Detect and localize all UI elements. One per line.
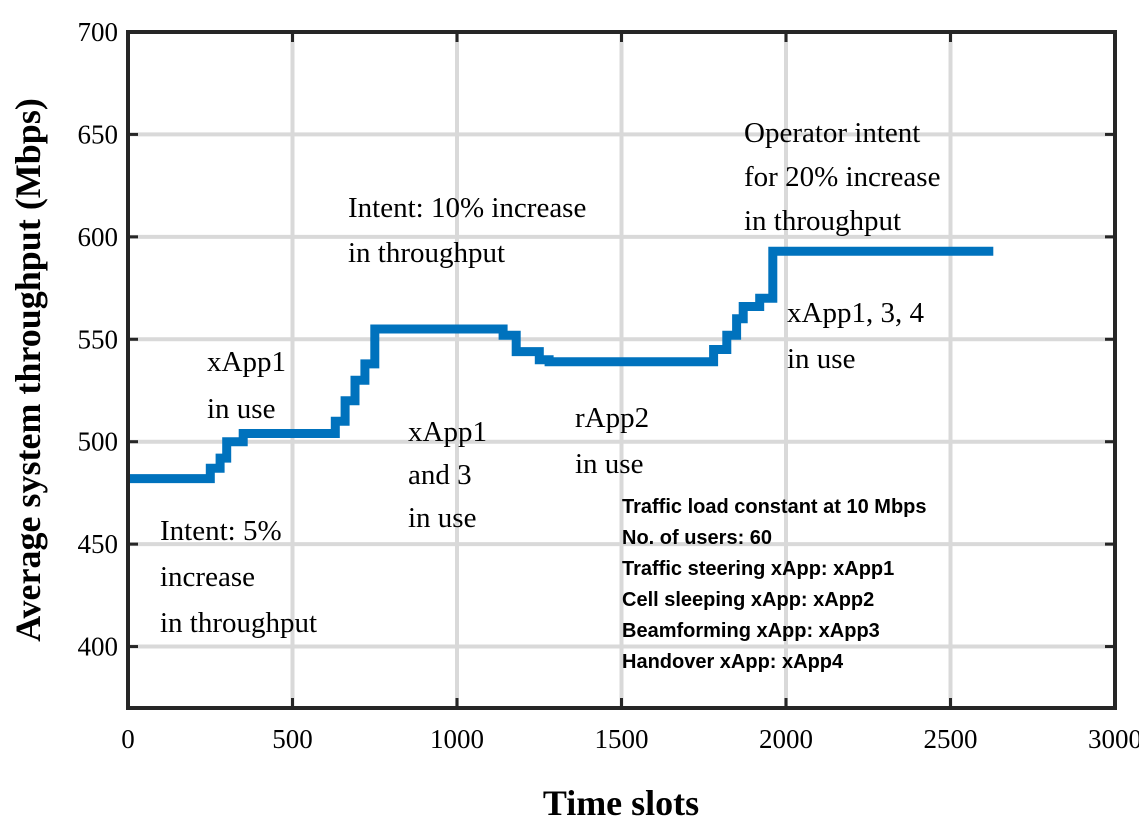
annotation-line: Intent: 10% increase: [348, 192, 586, 224]
annotation-line: in use: [787, 343, 855, 375]
y-tick-label: 450: [78, 529, 119, 559]
annotation-line: and 3: [408, 459, 472, 491]
annotation-line: xApp1: [207, 346, 286, 378]
annotation-line: in throughput: [160, 607, 317, 639]
annotation-line: in use: [575, 448, 643, 480]
annotation-line: in throughput: [744, 205, 901, 237]
y-tick-label: 400: [78, 632, 119, 662]
annotation-rapp2-in-use: rApp2 in use: [575, 402, 656, 480]
x-axis-title: Time slots: [543, 783, 699, 819]
x-tick-label: 2000: [759, 724, 813, 754]
annotation-line: xApp1, 3, 4: [787, 297, 924, 329]
x-tick-label: 2500: [924, 724, 978, 754]
annotation-line: in use: [207, 393, 275, 425]
x-tick-label: 500: [272, 724, 313, 754]
annotation-line: Intent: 5%: [160, 515, 282, 547]
x-tick-label: 0: [121, 724, 135, 754]
annotation-xapp1-and-3: xApp1 and 3 in use: [408, 416, 494, 534]
annotation-intent-10: Intent: 10% increase in throughput: [348, 192, 594, 269]
info-line: Beamforming xApp: xApp3: [622, 620, 880, 642]
info-line: Traffic load constant at 10 Mbps: [622, 496, 927, 518]
y-tick-label: 550: [78, 324, 119, 354]
x-tick-label: 3000: [1088, 724, 1139, 754]
series-layer: [128, 246, 994, 484]
annotation-xapp134-in-use: xApp1, 3, 4 in use: [787, 297, 931, 375]
annotation-line: for 20% increase: [744, 161, 940, 193]
throughput-series-line: [128, 246, 994, 484]
y-tick-label: 700: [78, 17, 119, 47]
axis-ticks: 0 500 1000 1500 2000 2500 3000 400 450 500 550 600 6…: [78, 17, 1139, 754]
info-line: No. of users: 60: [622, 527, 772, 549]
annotation-line: in throughput: [348, 237, 505, 269]
annotation-operator-intent: Operator intent for 20% increase in thro…: [744, 117, 948, 237]
y-tick-label: 650: [78, 119, 119, 149]
y-tick-label: 600: [78, 222, 119, 252]
info-line: Handover xApp: xApp4: [622, 651, 844, 673]
info-box: Traffic load constant at 10 Mbps No. of …: [622, 496, 932, 673]
y-axis-title: Average system throughput (Mbps): [8, 98, 48, 642]
info-line: Traffic steering xApp: xApp1: [622, 558, 894, 580]
annotation-line: rApp2: [575, 402, 649, 434]
annotation-line: xApp1: [408, 416, 487, 448]
y-tick-label: 500: [78, 427, 119, 457]
annotation-intent-5: Intent: 5% increase in throughput: [160, 515, 317, 639]
annotation-xapp1-in-use: xApp1 in use: [207, 346, 293, 425]
annotation-line: in use: [408, 502, 476, 534]
x-tick-label: 1500: [595, 724, 649, 754]
x-tick-label: 1000: [430, 724, 484, 754]
info-line: Cell sleeping xApp: xApp2: [622, 589, 874, 611]
grid-lines: [128, 32, 1115, 708]
annotation-line: increase: [160, 561, 255, 593]
annotation-line: Operator intent: [744, 117, 920, 149]
